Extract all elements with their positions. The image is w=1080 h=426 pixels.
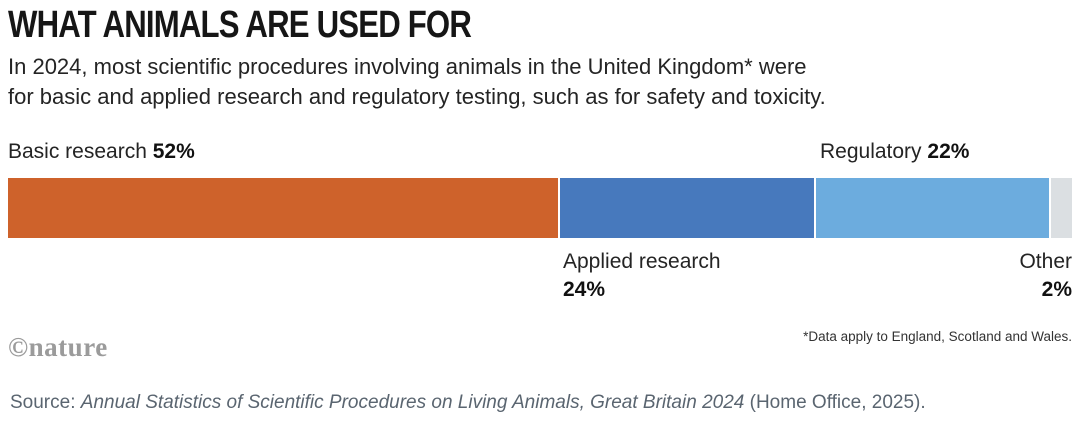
bar-segment-other	[1050, 178, 1072, 238]
segment-label-basic-research-value: 52%	[152, 140, 195, 163]
segment-label-applied-research-name: Applied research	[563, 250, 721, 273]
segment-label-other-name: Other	[1019, 250, 1072, 273]
segment-label-other-value: 2%	[1041, 278, 1072, 301]
bar-segment-applied-research	[560, 178, 815, 238]
segment-label-regulatory-value: 22%	[927, 140, 970, 163]
segment-label-applied-research-value: 24%	[563, 278, 606, 301]
bar-segment-regulatory	[816, 178, 1049, 238]
source-suffix: (Home Office, 2025).	[744, 392, 926, 413]
source-prefix: Source:	[10, 392, 81, 413]
source-line: Source: Annual Statistics of Scientific …	[10, 392, 926, 414]
stacked-bar	[8, 178, 1072, 238]
bar-segment-basic-research	[8, 178, 559, 238]
footnote: *Data apply to England, Scotland and Wal…	[803, 329, 1072, 344]
chart-subtitle-line-1: In 2024, most scientific procedures invo…	[8, 54, 807, 79]
chart-title: WHAT ANIMALS ARE USED FOR	[8, 4, 472, 46]
nature-logo: ©nature	[8, 332, 108, 362]
segment-label-basic-research-name: Basic research	[8, 140, 153, 163]
chart-subtitle-line-2: for basic and applied research and regul…	[8, 84, 826, 109]
source-italic-title: Annual Statistics of Scientific Procedur…	[80, 392, 745, 413]
segment-label-applied-research: Applied research 24%	[563, 248, 721, 304]
segment-label-other: Other 2%	[1019, 248, 1072, 304]
segment-label-regulatory: Regulatory 22%	[820, 138, 969, 166]
segment-label-basic-research: Basic research 52%	[8, 138, 195, 166]
segment-label-regulatory-name: Regulatory	[820, 140, 928, 163]
chart-subtitle: In 2024, most scientific procedures invo…	[8, 52, 826, 112]
